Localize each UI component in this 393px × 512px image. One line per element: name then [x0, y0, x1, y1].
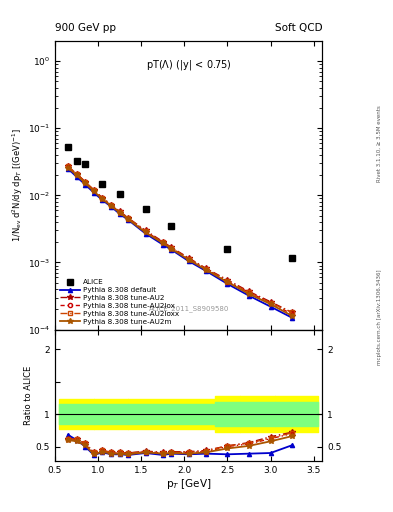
ALICE	[169, 223, 174, 229]
Text: pT($\Lambda$) (|y| < 0.75): pT($\Lambda$) (|y| < 0.75)	[146, 58, 231, 72]
ALICE	[66, 144, 70, 151]
ALICE	[74, 158, 79, 164]
Y-axis label: Ratio to ALICE: Ratio to ALICE	[24, 366, 33, 425]
ALICE	[143, 206, 148, 212]
Text: Rivet 3.1.10, ≥ 3.5M events: Rivet 3.1.10, ≥ 3.5M events	[377, 105, 382, 182]
Legend: ALICE, Pythia 8.308 default, Pythia 8.308 tune-AU2, Pythia 8.308 tune-AU2lox, Py: ALICE, Pythia 8.308 default, Pythia 8.30…	[59, 278, 181, 326]
ALICE	[225, 246, 230, 252]
ALICE	[83, 161, 88, 167]
Y-axis label: 1/N$_{\rm ev}$ d$^2$N/dy dp$_T$ [(GeV)$^{-1}$]: 1/N$_{\rm ev}$ d$^2$N/dy dp$_T$ [(GeV)$^…	[11, 129, 25, 242]
ALICE	[100, 181, 105, 187]
ALICE	[290, 255, 294, 262]
Text: ALICE_2011_S8909580: ALICE_2011_S8909580	[149, 306, 229, 312]
X-axis label: p$_T$ [GeV]: p$_T$ [GeV]	[166, 477, 211, 492]
ALICE	[118, 191, 122, 197]
Text: mcplots.cern.ch [arXiv:1306.3436]: mcplots.cern.ch [arXiv:1306.3436]	[377, 270, 382, 365]
Text: Soft QCD: Soft QCD	[275, 23, 322, 33]
Line: ALICE: ALICE	[64, 144, 296, 262]
Text: 900 GeV pp: 900 GeV pp	[55, 23, 116, 33]
